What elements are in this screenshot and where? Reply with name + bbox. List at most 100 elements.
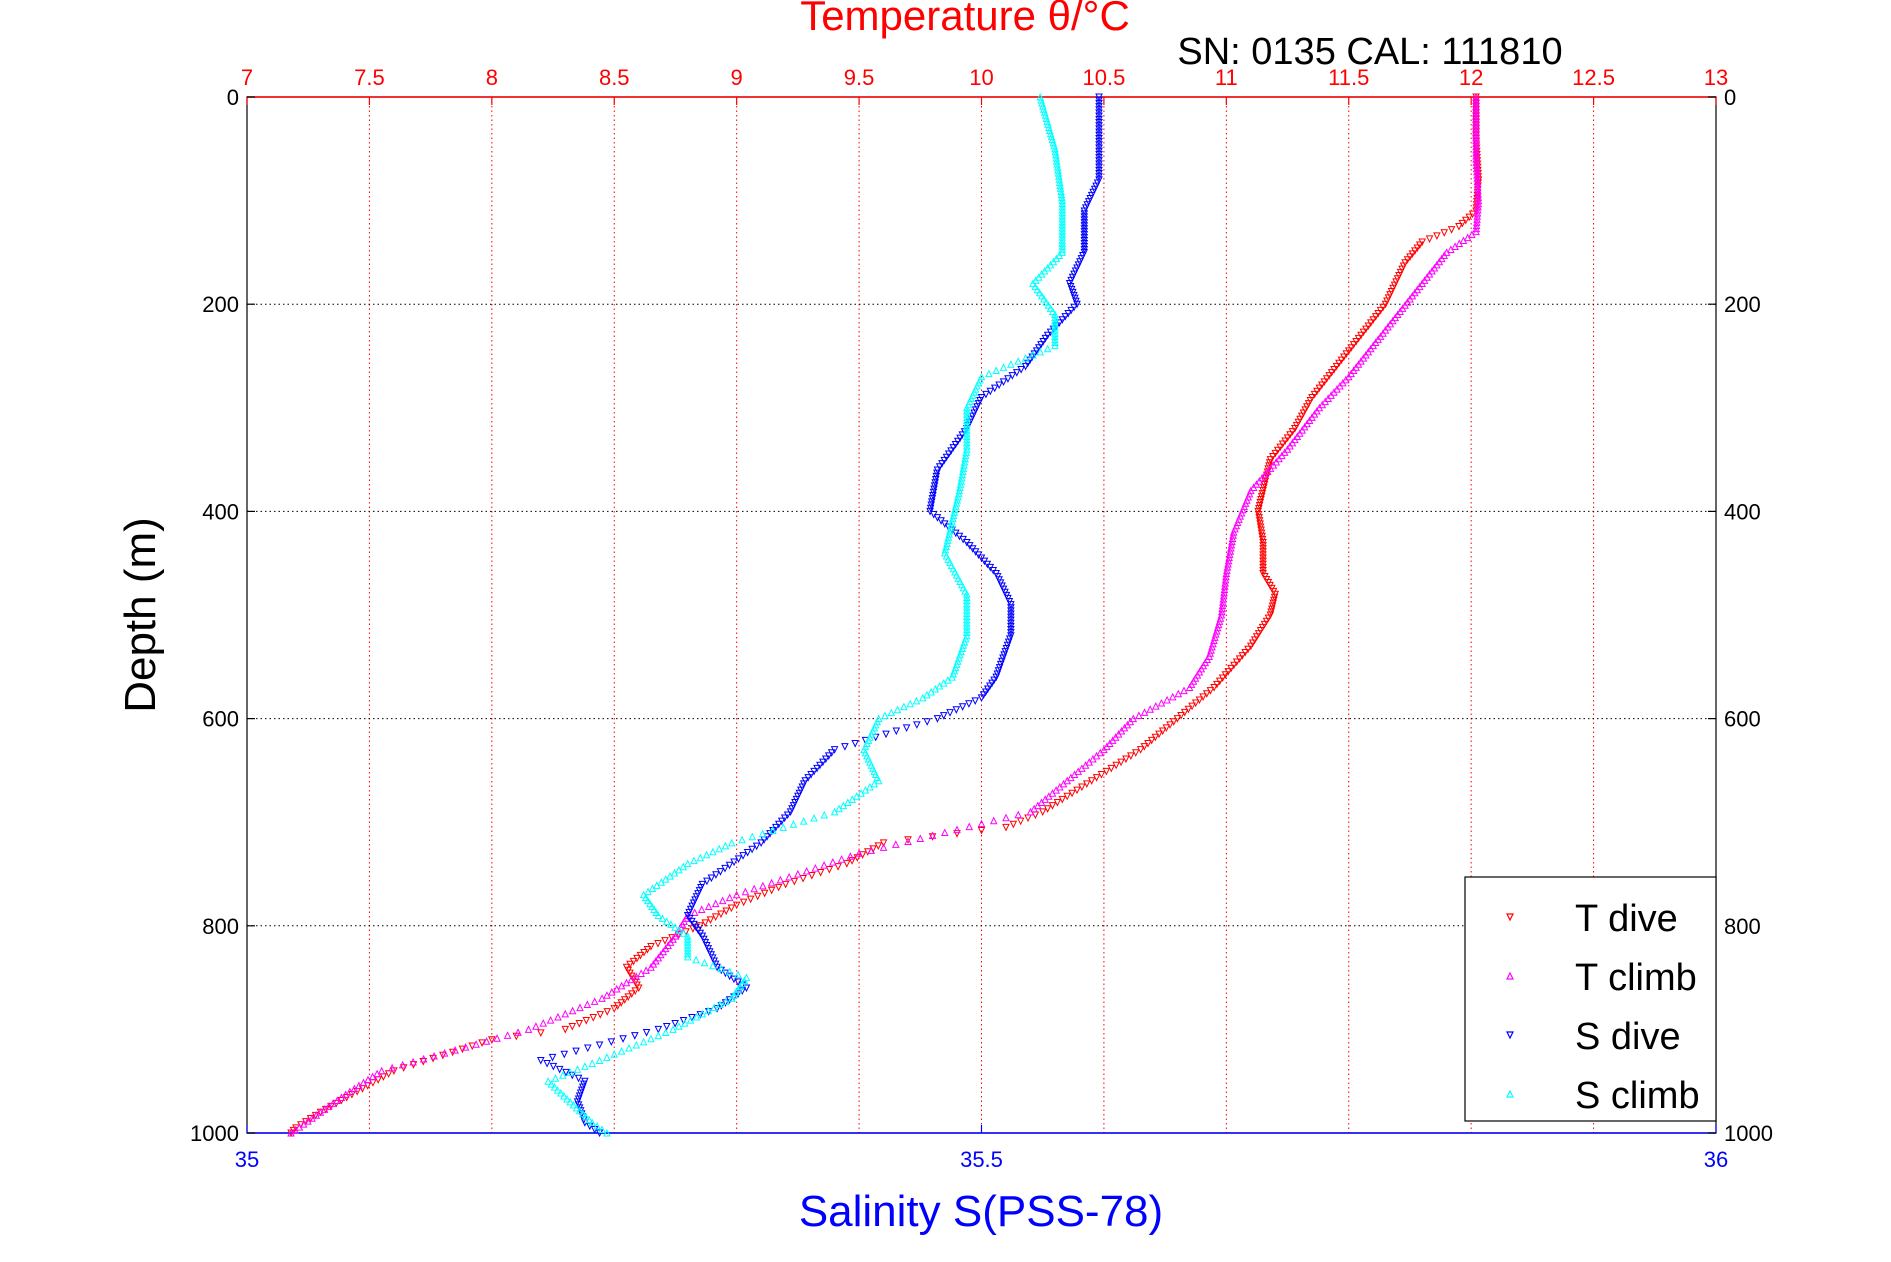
data-point bbox=[759, 881, 767, 890]
data-point bbox=[679, 862, 688, 871]
data-point bbox=[977, 694, 986, 702]
data-point bbox=[790, 877, 799, 886]
data-point bbox=[1135, 711, 1143, 719]
depth-tick-label-left: 400 bbox=[202, 499, 239, 524]
data-point bbox=[946, 709, 954, 717]
data-point bbox=[1433, 232, 1441, 240]
data-point bbox=[940, 828, 949, 837]
data-point bbox=[738, 979, 747, 988]
data-point bbox=[582, 1112, 590, 1121]
data-point bbox=[697, 905, 706, 914]
temperature-tick-label: 12.5 bbox=[1572, 65, 1615, 90]
temperature-tick-label: 9.5 bbox=[844, 65, 875, 90]
data-point bbox=[963, 628, 971, 637]
data-point bbox=[536, 1056, 545, 1065]
temperature-tick-label: 7.5 bbox=[354, 65, 385, 90]
data-series bbox=[287, 92, 1483, 1138]
data-point bbox=[1218, 604, 1226, 613]
data-point bbox=[675, 1022, 683, 1030]
data-point bbox=[1263, 467, 1272, 476]
data-point bbox=[312, 1111, 321, 1119]
data-point bbox=[1043, 117, 1051, 125]
data-point bbox=[1051, 338, 1059, 347]
data-point bbox=[943, 536, 952, 544]
data-point bbox=[977, 819, 986, 828]
data-point bbox=[617, 1047, 626, 1055]
data-point bbox=[642, 966, 650, 974]
series-t-climb bbox=[287, 92, 1483, 1137]
temperature-tick-label: 12 bbox=[1459, 65, 1483, 90]
data-point bbox=[725, 967, 734, 976]
temperature-tick-label: 13 bbox=[1704, 65, 1728, 90]
data-point bbox=[730, 991, 738, 999]
data-point bbox=[867, 846, 876, 854]
data-point bbox=[799, 874, 807, 883]
data-point bbox=[1330, 388, 1338, 396]
data-point bbox=[1222, 569, 1231, 578]
data-point bbox=[377, 1066, 386, 1075]
data-point bbox=[603, 1053, 611, 1061]
data-point bbox=[657, 878, 666, 886]
data-point bbox=[652, 956, 660, 965]
data-point bbox=[846, 852, 855, 860]
data-point bbox=[1415, 282, 1424, 291]
data-point bbox=[960, 461, 968, 469]
data-point bbox=[320, 1105, 329, 1113]
data-point bbox=[1473, 212, 1482, 220]
data-point bbox=[776, 875, 785, 884]
data-point bbox=[409, 1057, 417, 1066]
data-point bbox=[882, 730, 890, 739]
data-point bbox=[559, 1071, 567, 1079]
data-point bbox=[1041, 111, 1050, 119]
data-point bbox=[1221, 582, 1229, 590]
data-point bbox=[1321, 397, 1330, 406]
data-point bbox=[1014, 810, 1023, 819]
data-point bbox=[1437, 254, 1446, 263]
temperature-tick-label: 7 bbox=[241, 65, 253, 90]
legend-label: T climb bbox=[1575, 957, 1697, 999]
data-point bbox=[1266, 464, 1275, 472]
temperature-tick-label: 11 bbox=[1215, 65, 1238, 90]
data-point bbox=[590, 997, 599, 1005]
data-point bbox=[690, 908, 699, 916]
data-point bbox=[461, 1043, 470, 1051]
data-point bbox=[952, 706, 961, 714]
data-point bbox=[816, 869, 825, 877]
depth-tick-label-right: 400 bbox=[1724, 499, 1761, 524]
data-point bbox=[829, 858, 837, 866]
data-point bbox=[1275, 454, 1283, 463]
data-point bbox=[1310, 410, 1319, 418]
temperature-tick-label: 8 bbox=[486, 65, 498, 90]
data-point bbox=[610, 1050, 619, 1058]
data-point bbox=[1435, 257, 1444, 266]
data-point bbox=[989, 816, 998, 825]
data-point bbox=[566, 1097, 574, 1106]
data-point bbox=[666, 938, 675, 946]
data-point bbox=[1029, 279, 1037, 287]
data-point bbox=[1278, 451, 1286, 460]
temperature-tick-label: 10 bbox=[969, 65, 993, 90]
data-point bbox=[560, 1091, 568, 1100]
data-point bbox=[923, 690, 931, 699]
data-point bbox=[1447, 245, 1455, 253]
data-point bbox=[1408, 291, 1417, 300]
data-point bbox=[820, 861, 828, 869]
temperature-tick-label: 8.5 bbox=[599, 65, 630, 90]
data-point bbox=[622, 978, 631, 987]
legend: T dive T climb S dive S climb bbox=[1464, 876, 1717, 1122]
data-point bbox=[1420, 276, 1429, 284]
data-point bbox=[811, 863, 820, 872]
data-point bbox=[1180, 686, 1188, 695]
data-point bbox=[1221, 579, 1230, 587]
data-point bbox=[1258, 473, 1266, 482]
data-point bbox=[706, 916, 715, 924]
data-point bbox=[388, 1063, 396, 1072]
data-point bbox=[680, 1019, 689, 1027]
salinity-tick-label: 36 bbox=[1704, 1147, 1728, 1172]
data-point bbox=[1045, 792, 1053, 800]
data-point bbox=[1052, 156, 1061, 165]
data-point bbox=[548, 1053, 557, 1062]
data-point bbox=[950, 508, 959, 516]
data-point bbox=[683, 859, 692, 868]
data-point bbox=[1474, 186, 1482, 195]
